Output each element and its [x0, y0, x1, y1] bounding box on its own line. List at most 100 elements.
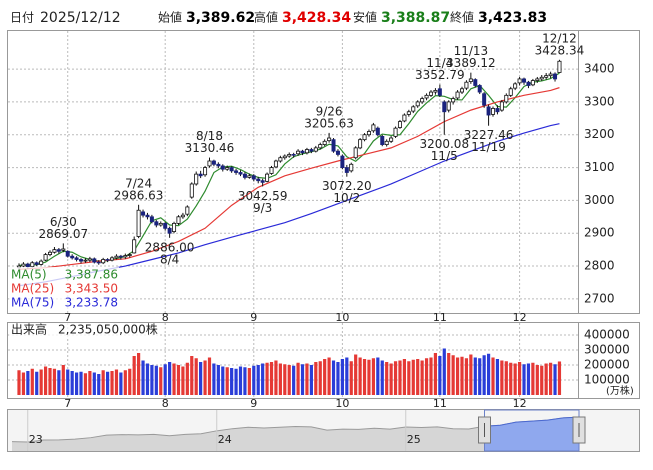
volume-bar [243, 367, 247, 395]
navigator-range-area [484, 416, 579, 451]
candle-body [110, 257, 115, 261]
candle-body [136, 209, 141, 237]
volume-bar [123, 370, 127, 395]
candle-body [114, 255, 119, 259]
candle-body [491, 108, 496, 115]
annotation-value: 3042.59 [238, 189, 288, 203]
volume-bar [79, 371, 83, 395]
volume-bar [318, 361, 322, 395]
volume-bar [283, 364, 287, 395]
volume-bar [35, 371, 39, 395]
volume-bar [433, 353, 438, 395]
volume-bar [216, 365, 220, 395]
annotation-date: 11/4 [426, 56, 453, 70]
candle-body [553, 73, 558, 80]
annotation-value: 2886.00 [145, 240, 195, 254]
volume-bar [411, 359, 415, 395]
candle-body [513, 83, 518, 89]
candle-body [557, 60, 562, 73]
volume-bar [92, 372, 96, 395]
volume-bar [238, 366, 243, 395]
candle-body [65, 250, 70, 257]
volume-bar [482, 355, 486, 395]
candle-body [242, 173, 247, 178]
candle-body [269, 167, 274, 174]
candle-body [145, 214, 150, 218]
volume-bar [199, 362, 203, 395]
candle-body [486, 106, 491, 116]
volume-bar [48, 368, 52, 395]
volume-bar [389, 363, 393, 395]
candle-body [437, 88, 442, 96]
volume-bar [172, 363, 176, 395]
candle-body [167, 227, 172, 234]
x-tick-label: 9 [250, 311, 257, 324]
candle-body [517, 78, 522, 84]
volume-tick-label: 100000 [584, 373, 630, 387]
candle-body [371, 124, 376, 132]
volume-bar [416, 359, 420, 395]
candle-body [504, 94, 509, 103]
volume-bar [509, 362, 513, 395]
annotation-date: 8/18 [196, 129, 223, 143]
candle-body [420, 98, 425, 103]
candle-body [451, 98, 456, 103]
annotation-date: 7/24 [125, 176, 152, 190]
volume-bar [296, 362, 300, 395]
volume-bar [101, 370, 105, 395]
x-tick-label: 7 [64, 397, 71, 410]
candle-body [508, 88, 513, 96]
volume-bar [181, 366, 185, 395]
volume-bar [469, 354, 473, 395]
annotation-value: 3352.79 [415, 68, 465, 82]
candle-body [296, 150, 301, 155]
volume-bar [128, 368, 132, 395]
x-tick-label: 10 [335, 311, 349, 324]
candle-body [366, 131, 371, 136]
volume-bar [345, 357, 349, 395]
field-label: 高値 [254, 10, 278, 25]
volume-bar [385, 362, 389, 395]
candle-body [256, 178, 261, 182]
volume-bar [420, 360, 424, 395]
candle-body [349, 163, 354, 172]
legend-box [9, 323, 159, 337]
candle-body [198, 173, 203, 177]
x-tick-label: 11 [433, 397, 447, 410]
candle-body [340, 155, 345, 168]
field-value: 3,389.62 [186, 10, 255, 26]
field-label: 安値 [353, 10, 377, 25]
candle-body [30, 262, 35, 268]
volume-bar [544, 363, 548, 395]
volume-bar [447, 353, 451, 395]
annotation-date: 11/13 [454, 44, 489, 58]
candle-body [358, 139, 363, 149]
candle-body [344, 167, 349, 173]
candle-body [79, 259, 84, 262]
candle-body [309, 149, 314, 152]
x-tick-label: 9 [250, 397, 257, 410]
candle-body [499, 101, 504, 111]
volume-bar [438, 356, 442, 395]
candle-body [282, 155, 287, 159]
candle-body [220, 165, 225, 170]
volume-bar [535, 365, 539, 395]
candle-body [380, 135, 385, 145]
volume-bar [83, 373, 88, 395]
field-value: 3,428.34 [282, 10, 351, 26]
annotation-date: 11/5 [431, 149, 458, 163]
date: 2025/12/12 [40, 10, 121, 26]
candle-body [154, 221, 159, 226]
candle-body [207, 160, 212, 167]
y-tick-label: 3400 [584, 62, 615, 76]
annotation-date: 11/19 [471, 140, 506, 154]
candle-body [495, 108, 500, 113]
candle-body [189, 183, 194, 198]
candle-body [473, 79, 478, 86]
candle-body [313, 147, 318, 152]
volume-bar [491, 357, 495, 395]
volume-bar [163, 364, 167, 395]
volume-bar [21, 372, 26, 395]
volume-bar [203, 360, 207, 395]
candle-body [216, 163, 221, 167]
